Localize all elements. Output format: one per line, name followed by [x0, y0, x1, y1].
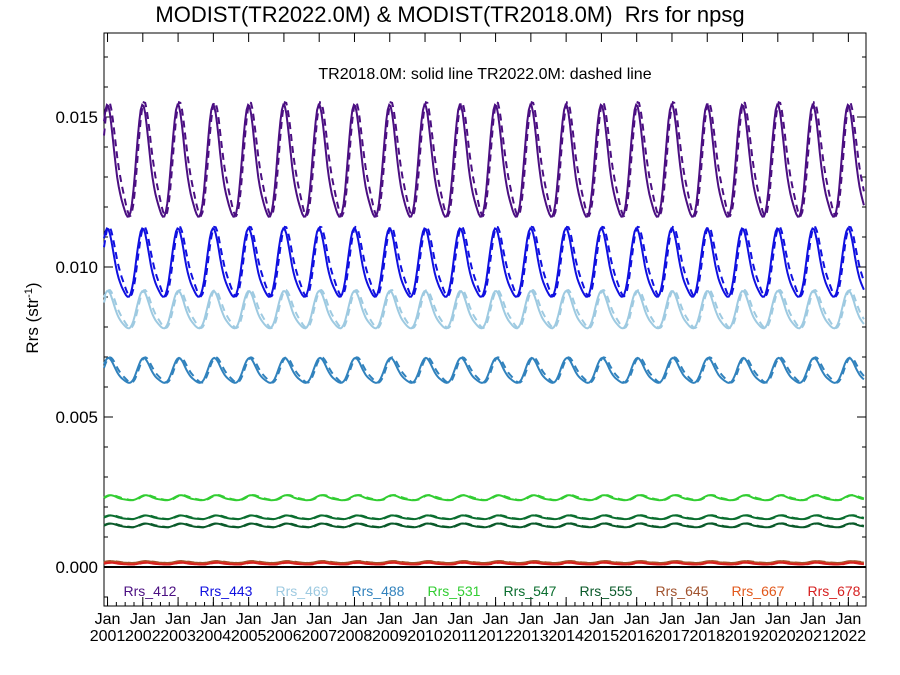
x-tick-month: Jan	[271, 611, 297, 628]
legend-item-rrs-667: Rrs_667	[732, 583, 785, 599]
x-tick-month: Jan	[624, 611, 650, 628]
x-tick-month: Jan	[412, 611, 438, 628]
chart-subtitle: TR2018.0M: solid line TR2022.0M: dashed …	[318, 66, 651, 83]
x-tick-year: 2019	[725, 628, 761, 645]
x-tick-year: 2003	[160, 628, 196, 645]
series-line-rrs-678-dashed	[103, 561, 865, 566]
legend-item-rrs-531: Rrs_531	[428, 583, 481, 599]
x-tick-year: 2006	[266, 628, 302, 645]
x-tick-year: 2001	[90, 628, 126, 645]
y-tick-label: 0.005	[55, 408, 98, 427]
y-tick-label: 0.000	[55, 558, 98, 577]
x-tick-month: Jan	[765, 611, 791, 628]
x-tick-year: 2002	[125, 628, 161, 645]
x-tick-year: 2021	[795, 628, 831, 645]
series-line-rrs-469-solid	[103, 290, 865, 330]
x-tick-month: Jan	[659, 611, 685, 628]
legend-item-rrs-488: Rrs_488	[352, 583, 405, 599]
x-tick-month: Jan	[342, 611, 368, 628]
x-tick-month: Jan	[95, 611, 121, 628]
x-tick-year: 2018	[689, 628, 725, 645]
legend-item-rrs-555: Rrs_555	[580, 583, 633, 599]
x-tick-year: 2012	[478, 628, 514, 645]
x-tick-year: 2013	[513, 628, 549, 645]
x-tick-month: Jan	[165, 611, 191, 628]
x-tick-month: Jan	[835, 611, 861, 628]
series-line-rrs-443-solid	[103, 227, 865, 298]
series-line-rrs-555-dashed	[103, 522, 865, 529]
x-tick-month: Jan	[447, 611, 473, 628]
x-tick-month: Jan	[236, 611, 262, 628]
x-tick-year: 2010	[407, 628, 443, 645]
x-tick-year: 2016	[619, 628, 655, 645]
legend-item-rrs-678: Rrs_678	[808, 583, 861, 599]
legend-item-rrs-645: Rrs_645	[656, 583, 709, 599]
x-tick-month: Jan	[553, 611, 579, 628]
series-line-rrs-412-dashed	[103, 100, 865, 218]
x-tick-year: 2017	[654, 628, 690, 645]
x-tick-month: Jan	[483, 611, 509, 628]
x-tick-year: 2005	[231, 628, 267, 645]
x-tick-month: Jan	[589, 611, 615, 628]
x-tick-month: Jan	[694, 611, 720, 628]
legend-item-rrs-412: Rrs_412	[124, 583, 177, 599]
series-line-rrs-488-solid	[103, 356, 865, 384]
y-tick-label: 0.015	[55, 108, 98, 127]
x-tick-year: 2011	[443, 628, 478, 645]
series-line-rrs-443-dashed	[103, 225, 865, 298]
x-tick-year: 2022	[831, 628, 867, 645]
series-line-rrs-469-dashed	[103, 289, 865, 330]
x-tick-month: Jan	[800, 611, 826, 628]
x-tick-month: Jan	[518, 611, 544, 628]
x-tick-year: 2008	[337, 628, 373, 645]
series-line-rrs-531-dashed	[103, 494, 865, 502]
x-tick-month: Jan	[130, 611, 156, 628]
series-line-rrs-547-dashed	[103, 514, 865, 521]
y-axis-label: Rrs (str-1)	[23, 282, 42, 353]
legend-item-rrs-443: Rrs_443	[200, 583, 253, 599]
plot-frame	[103, 32, 867, 607]
legend-item-rrs-469: Rrs_469	[276, 583, 329, 599]
y-tick-label: 0.010	[55, 258, 98, 277]
chart-title: MODIST(TR2022.0M) & MODIST(TR2018.0M) Rr…	[155, 2, 745, 27]
x-tick-month: Jan	[200, 611, 226, 628]
series-line-rrs-412-solid	[103, 103, 865, 218]
series-line-rrs-488-dashed	[103, 356, 865, 384]
x-tick-month: Jan	[377, 611, 403, 628]
x-tick-year: 2020	[760, 628, 796, 645]
x-tick-year: 2009	[372, 628, 408, 645]
x-tick-year: 2004	[196, 628, 232, 645]
x-tick-year: 2014	[548, 628, 584, 645]
x-tick-month: Jan	[306, 611, 332, 628]
x-tick-year: 2007	[301, 628, 337, 645]
legend-item-rrs-547: Rrs_547	[504, 583, 557, 599]
x-tick-year: 2015	[584, 628, 620, 645]
x-tick-month: Jan	[730, 611, 756, 628]
